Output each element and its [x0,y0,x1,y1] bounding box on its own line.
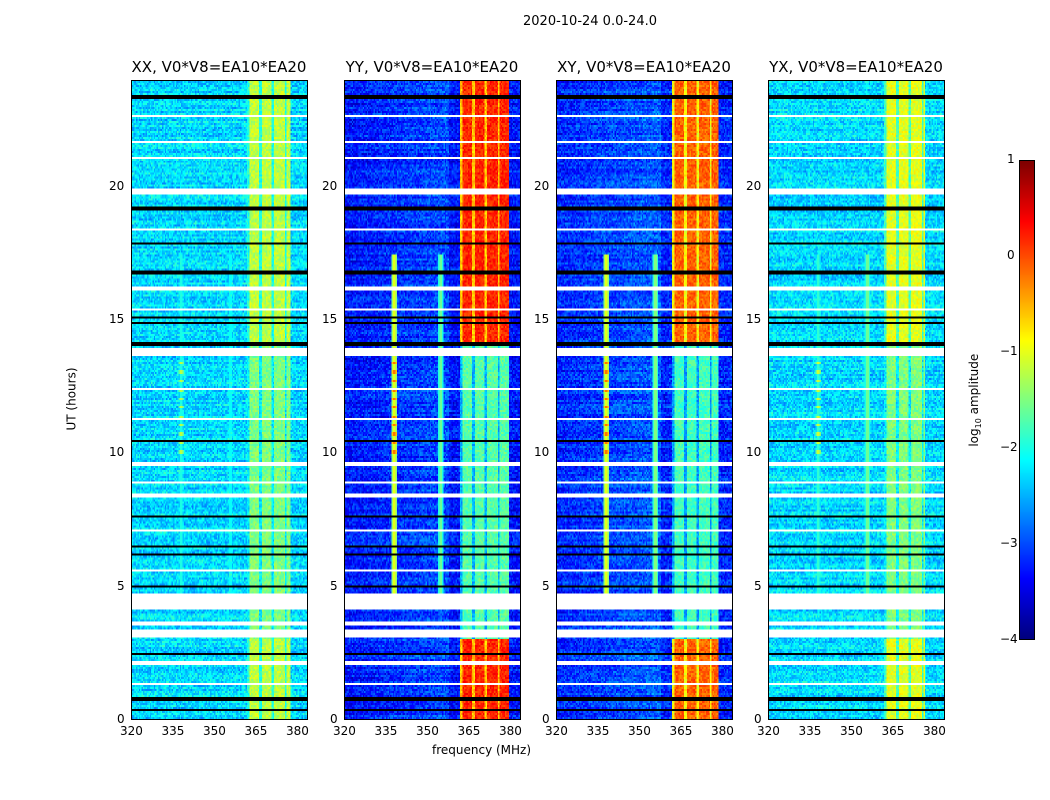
y-tick-label: 0 [754,712,762,726]
x-tick-label: 320 [757,724,780,738]
panel-title: YX, V0*V8=EA10*EA20 [769,58,943,76]
figure-title: 2020-10-24 0.0-24.0 [523,14,657,29]
x-tick-label: 380 [285,724,309,738]
x-tick-label: 335 [586,724,610,738]
y-tick-label: 10 [109,445,125,460]
x-tick-label: 365 [457,724,481,738]
y-tick-label: 0 [542,712,550,726]
x-tick-label: 350 [627,724,651,738]
x-tick-label: 380 [498,724,522,738]
heatmap-panel [556,80,733,720]
colorbar-tick-label: 1 [1007,152,1015,166]
y-tick-label: 15 [322,312,338,326]
x-tick-label: 365 [669,724,693,738]
heatmap-image [769,81,944,719]
y-tick-label: 10 [322,445,338,460]
x-tick-label: 335 [374,724,398,738]
heatmap-panel [768,80,945,720]
x-tick-label: 320 [545,724,568,738]
colorbar-gradient [1020,161,1034,639]
y-tick-label: 5 [117,578,125,593]
y-tick-label: 20 [109,178,125,193]
y-tick-label: 0 [330,712,338,726]
colorbar-tick-label: −3 [1000,536,1018,550]
x-tick-label: 380 [922,724,946,738]
x-tick-label: 350 [202,724,226,738]
colorbar-tick-label: −4 [1000,632,1018,646]
heatmap-image [132,81,307,719]
x-tick-label: 320 [333,724,356,738]
heatmap-image [345,81,520,719]
panel-title: XY, V0*V8=EA10*EA20 [557,58,731,76]
panel-title: XX, V0*V8=EA10*EA20 [131,58,307,76]
x-tick-label: 365 [881,724,905,738]
colorbar-tick-label: 0 [1007,248,1015,262]
colorbar-tick-label: −2 [1000,440,1018,454]
y-tick-label: 15 [109,312,125,326]
panel-title: YY, V0*V8=EA10*EA20 [345,58,519,76]
y-tick-label: 20 [534,178,550,193]
y-tick-label: 20 [746,178,762,193]
heatmap-image [557,81,732,719]
y-tick-label: 5 [330,578,338,593]
y-tick-label: 10 [534,445,550,460]
y-tick-label: 10 [746,445,762,460]
x-tick-label: 380 [710,724,734,738]
y-tick-label: 15 [534,312,550,326]
x-tick-label: 365 [244,724,268,738]
heatmap-panel [344,80,521,720]
x-tick-label: 335 [798,724,822,738]
x-tick-label: 350 [415,724,439,738]
x-tick-label: 320 [120,724,143,738]
x-tick-label: 335 [161,724,185,738]
colorbar-label: log10 amplitude [966,353,984,447]
x-tick-label: 350 [839,724,863,738]
y-axis-label: UT (hours) [64,367,79,431]
colorbar [1019,160,1035,640]
y-tick-label: 15 [746,312,762,326]
y-tick-label: 0 [117,712,125,726]
y-tick-label: 5 [542,578,550,593]
colorbar-tick-label: −1 [1000,344,1018,358]
y-tick-label: 5 [754,578,762,593]
heatmap-panel [131,80,308,720]
y-tick-label: 20 [322,178,338,193]
x-axis-label: frequency (MHz) [432,743,532,757]
